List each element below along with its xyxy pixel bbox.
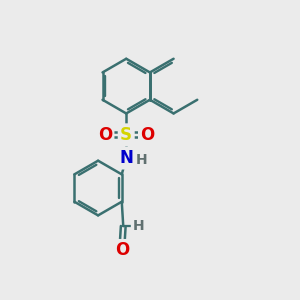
Text: H: H bbox=[136, 153, 148, 167]
Text: O: O bbox=[140, 126, 155, 144]
Text: N: N bbox=[119, 149, 133, 167]
Text: O: O bbox=[98, 126, 112, 144]
Text: O: O bbox=[115, 242, 129, 260]
Text: S: S bbox=[120, 126, 132, 144]
Text: H: H bbox=[133, 219, 145, 233]
